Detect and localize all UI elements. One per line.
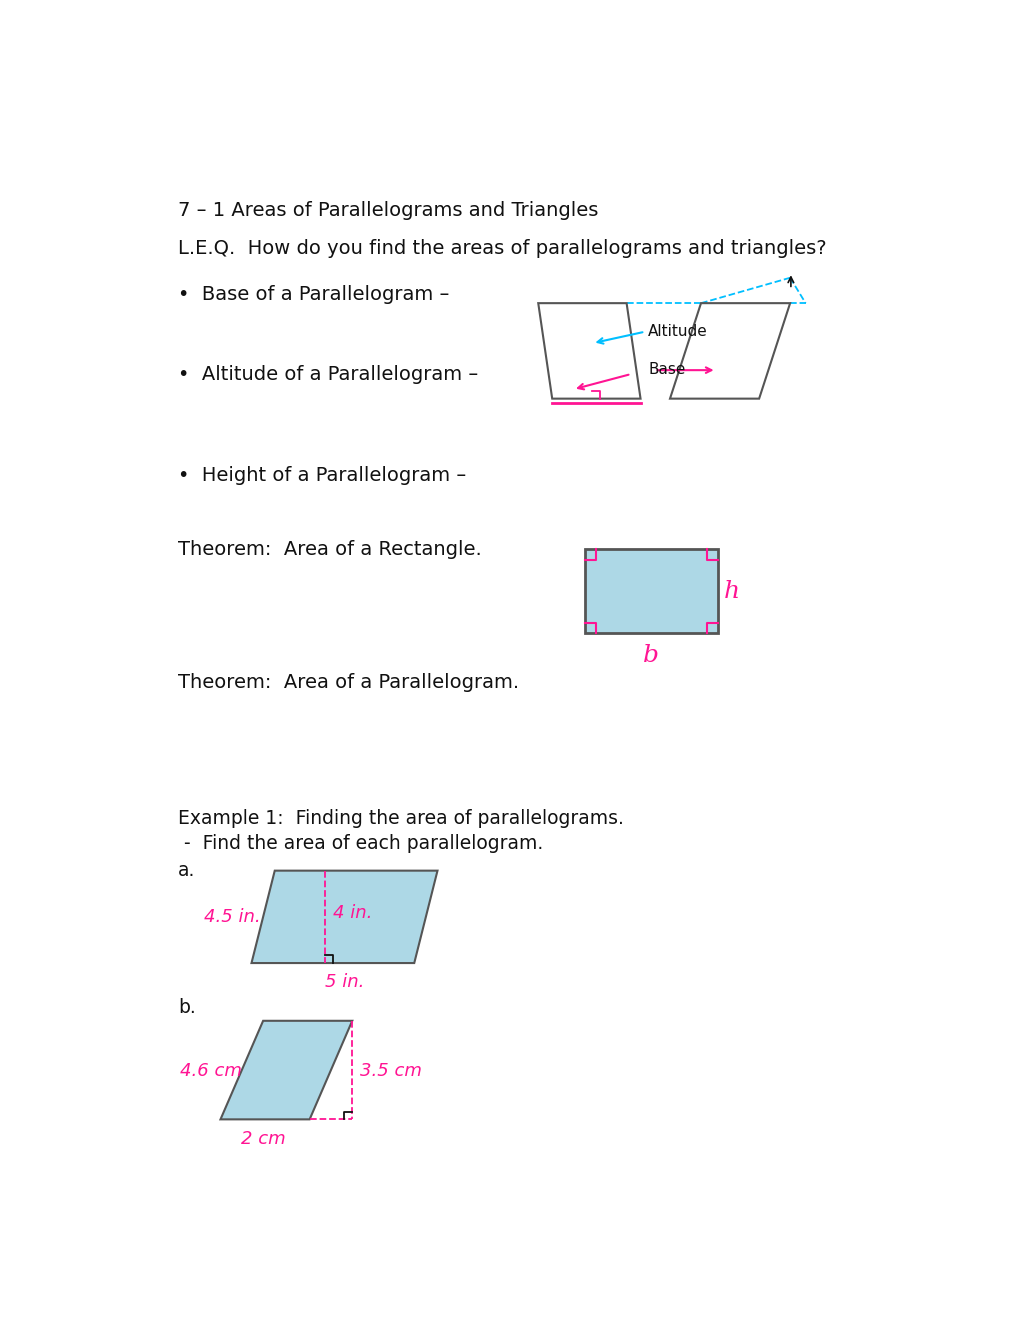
Bar [584, 549, 717, 634]
Text: Example 1:  Finding the area of parallelograms.: Example 1: Finding the area of parallelo… [177, 809, 624, 828]
Text: •  Altitude of a Parallelogram –: • Altitude of a Parallelogram – [177, 364, 478, 384]
Text: a.: a. [177, 861, 195, 879]
Text: 4.6 cm: 4.6 cm [180, 1061, 242, 1080]
Polygon shape [220, 1020, 352, 1119]
Text: b: b [643, 644, 658, 667]
Text: h: h [723, 579, 740, 603]
Text: Altitude: Altitude [648, 323, 707, 339]
Text: 3.5 cm: 3.5 cm [360, 1061, 422, 1080]
Text: L.E.Q.  How do you find the areas of parallelograms and triangles?: L.E.Q. How do you find the areas of para… [177, 239, 825, 259]
Text: 5 in.: 5 in. [324, 973, 364, 991]
Text: -  Find the area of each parallelogram.: - Find the area of each parallelogram. [177, 834, 542, 854]
Text: b.: b. [177, 998, 196, 1016]
Polygon shape [538, 304, 640, 399]
Polygon shape [669, 304, 790, 399]
Text: 4.5 in.: 4.5 in. [204, 908, 261, 925]
Text: 4 in.: 4 in. [332, 904, 372, 921]
Text: Theorem:  Area of a Rectangle.: Theorem: Area of a Rectangle. [177, 540, 481, 558]
Text: •  Base of a Parallelogram –: • Base of a Parallelogram – [177, 285, 448, 305]
Polygon shape [252, 871, 437, 964]
Text: 2 cm: 2 cm [240, 1130, 285, 1148]
Text: Theorem:  Area of a Parallelogram.: Theorem: Area of a Parallelogram. [177, 673, 519, 692]
Text: •  Height of a Parallelogram –: • Height of a Parallelogram – [177, 466, 466, 486]
Text: Base: Base [648, 363, 685, 378]
Text: 7 – 1 Areas of Parallelograms and Triangles: 7 – 1 Areas of Parallelograms and Triang… [177, 201, 598, 219]
